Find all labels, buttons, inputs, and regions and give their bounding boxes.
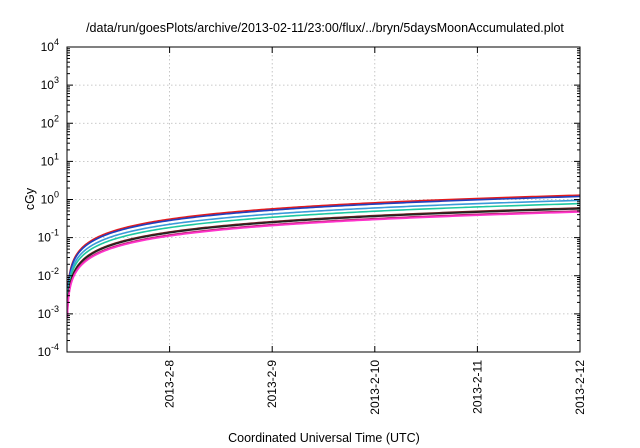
series-line-3 bbox=[66, 199, 581, 307]
y-tick-label: 104 bbox=[41, 37, 59, 54]
series-line-6 bbox=[66, 208, 581, 316]
y-axis-title: cGy bbox=[23, 187, 37, 210]
series-group bbox=[66, 194, 581, 319]
series-line-4 bbox=[66, 202, 581, 310]
x-axis: 2013-2-8 2013-2-9 2013-2-10 2013-2-11 2013-2… bbox=[163, 47, 587, 415]
x-tick-label: 2013-2-9 bbox=[265, 360, 279, 408]
y-tick-label: 102 bbox=[41, 113, 59, 130]
series-line-8 bbox=[66, 211, 581, 319]
y-tick-label: 10-1 bbox=[38, 228, 59, 245]
series-line-1 bbox=[66, 194, 581, 302]
x-axis-title: Coordinated Universal Time (UTC) bbox=[228, 431, 420, 445]
y-axis: 10-4 10-3 10-2 10-1 100 101 102 103 104 bbox=[38, 37, 580, 359]
y-tick-label: 101 bbox=[41, 151, 59, 168]
grid bbox=[67, 47, 580, 352]
y-tick-label: 100 bbox=[41, 190, 59, 207]
series-line-2 bbox=[66, 195, 581, 303]
x-tick-label: 2013-2-10 bbox=[368, 360, 382, 415]
chart-title: /data/run/goesPlots/archive/2013-02-11/2… bbox=[86, 21, 564, 35]
x-tick-label: 2013-2-8 bbox=[163, 360, 177, 408]
x-tick-label: 2013-2-12 bbox=[573, 360, 587, 415]
x-tick-label: 2013-2-11 bbox=[470, 360, 484, 414]
y-tick-label: 10-3 bbox=[38, 304, 59, 321]
y-tick-label: 10-2 bbox=[38, 266, 59, 283]
y-tick-label: 103 bbox=[41, 75, 59, 92]
y-tick-label: 10-4 bbox=[38, 342, 59, 359]
series-line-7 bbox=[66, 210, 581, 318]
